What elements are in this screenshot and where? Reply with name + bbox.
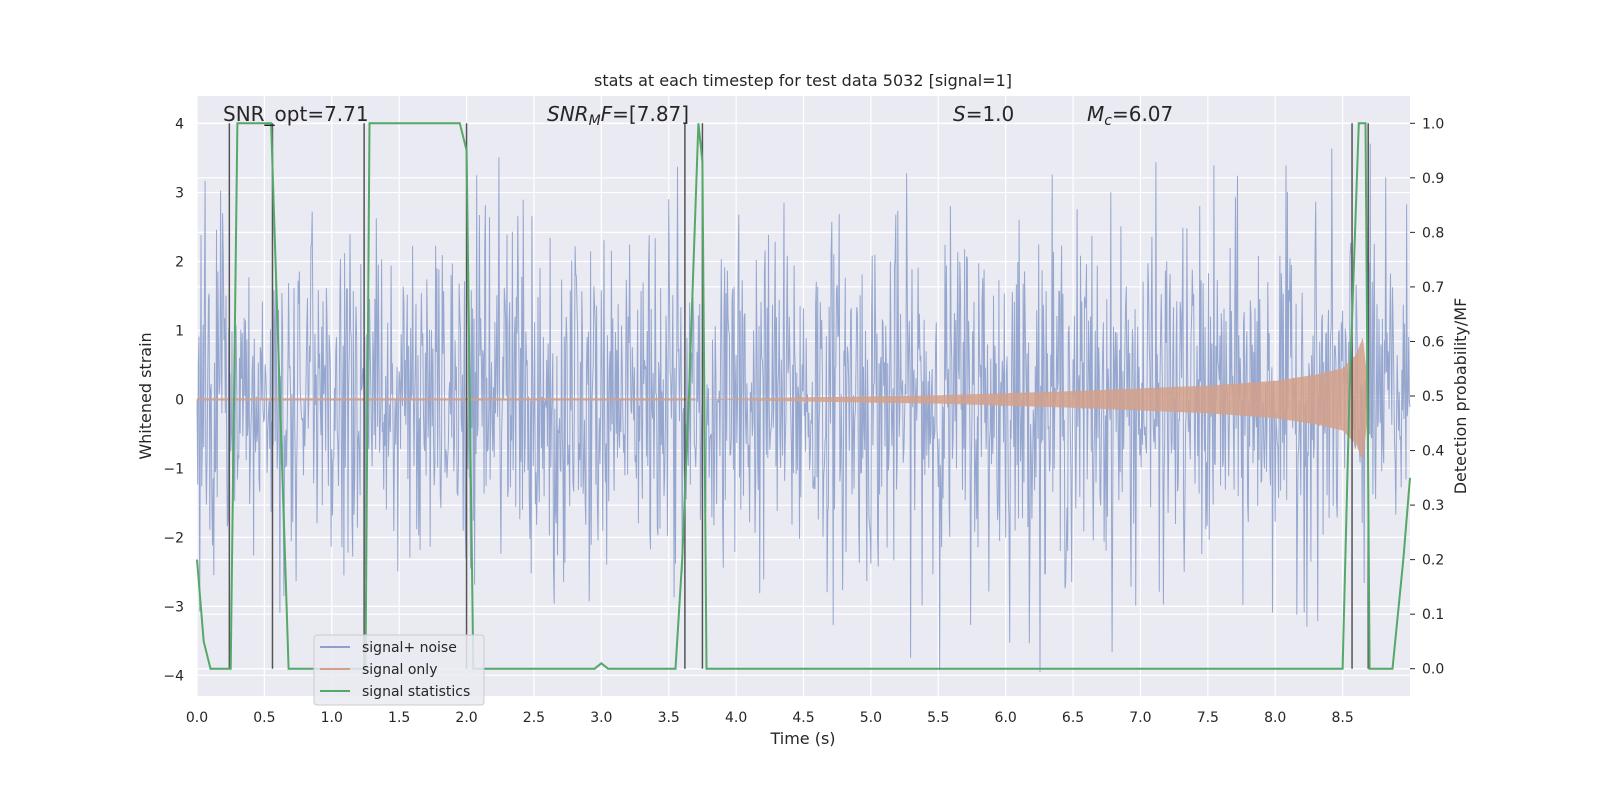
y-axis-label-right: Detection probability/MF — [1451, 298, 1470, 495]
y-tick-label-left: 3 — [175, 186, 184, 202]
mc-value: =6.07 — [1112, 102, 1173, 126]
y-tick-label-right: 0.5 — [1422, 389, 1444, 405]
annotation-s: S=1.0 — [953, 102, 1014, 126]
y-tick-label-left: 1 — [175, 323, 184, 339]
x-tick-label: 2.0 — [455, 710, 477, 726]
y-tick-label-left: −4 — [163, 668, 184, 684]
noise-trace — [196, 143, 1411, 672]
y-tick-label-left: 0 — [175, 392, 184, 408]
y-tick-label-right: 0.1 — [1422, 607, 1444, 623]
y-tick-label-right: 0.2 — [1422, 553, 1444, 569]
stats-line — [196, 122, 1411, 670]
x-tick-label: 0.5 — [253, 710, 275, 726]
x-tick-label: 2.5 — [523, 710, 545, 726]
x-tick-label: 0.0 — [186, 710, 208, 726]
legend-label-signal: signal only — [362, 662, 437, 678]
legend-box — [313, 634, 485, 706]
y-ticks-left: −4 −3 −2 −1 0 1 2 3 4 — [163, 117, 184, 685]
x-tick-label: 8.0 — [1264, 710, 1286, 726]
signal-chirp-band — [695, 337, 1370, 462]
x-tick-label: 6.0 — [995, 710, 1017, 726]
y-tick-label-right: 0.4 — [1422, 444, 1444, 460]
y-axis-label-left: Whitened strain — [136, 332, 155, 459]
x-tick-label: 7.5 — [1197, 710, 1219, 726]
y-tick-label-left: 2 — [175, 255, 184, 271]
x-ticks: 0.0 0.5 1.0 1.5 2.0 2.5 3.0 3.5 4.0 4.5 5.0 5.5 6.0 6… — [186, 710, 1354, 726]
y-ticks-right: 0.0 0.1 0.2 0.3 0.4 0.5 0.6 0.7 0.8 0.9 1.0 — [1410, 116, 1444, 678]
chart-title: stats at each timestep for test data 503… — [594, 71, 1012, 90]
x-tick-label: 5.0 — [860, 710, 882, 726]
mc-label: M — [1087, 102, 1104, 126]
x-tick-label: 1.0 — [321, 710, 343, 726]
snr-mf-sub: M — [589, 113, 601, 129]
y-tick-label-right: 0.7 — [1422, 280, 1444, 296]
y-tick-label-left: −3 — [163, 599, 184, 615]
legend-label-noise: signal+ noise — [362, 640, 457, 656]
x-tick-label: 3.5 — [658, 710, 680, 726]
x-tick-label: 7.0 — [1129, 710, 1151, 726]
annotation-snr-mf: SNRMF=[7.87] — [547, 102, 689, 129]
s-label: S — [953, 102, 966, 126]
y-tick-label-left: −1 — [163, 461, 184, 477]
snr-mf-value: =[7.87] — [612, 102, 689, 126]
y-tick-label-left: 4 — [175, 117, 184, 133]
y-tick-label-right: 0.9 — [1422, 171, 1444, 187]
x-tick-label: 4.5 — [792, 710, 814, 726]
y-tick-label-right: 1.0 — [1422, 116, 1444, 132]
snr-mf-prefix: SNR — [547, 102, 589, 126]
mc-sub: c — [1104, 113, 1112, 129]
x-tick-label: 8.5 — [1331, 710, 1353, 726]
snr-mf-mid: F — [601, 102, 613, 126]
s-value: =1.0 — [966, 102, 1015, 126]
y-tick-label-left: −2 — [163, 530, 184, 546]
annotation-mc: Mc=6.07 — [1087, 102, 1173, 129]
legend-label-stats: signal statistics — [362, 684, 470, 700]
x-tick-label: 1.5 — [388, 710, 410, 726]
annotation-snr-opt: SNR_opt=7.71 — [223, 102, 369, 126]
y-tick-label-right: 0.3 — [1422, 498, 1444, 514]
y-tick-label-right: 0.0 — [1422, 662, 1444, 678]
signal-plus-noise-series — [196, 143, 1411, 672]
x-tick-label: 5.5 — [927, 710, 949, 726]
y-tick-label-right: 0.8 — [1422, 225, 1444, 241]
x-tick-label: 6.5 — [1062, 710, 1084, 726]
y-tick-label-right: 0.6 — [1422, 334, 1444, 350]
x-tick-label: 3.0 — [590, 710, 612, 726]
legend: signal+ noise signal only signal statist… — [313, 634, 485, 706]
x-axis-label: Time (s) — [769, 729, 835, 748]
grid — [196, 96, 1410, 696]
signal-statistics-series — [196, 122, 1411, 670]
x-tick-label: 4.0 — [725, 710, 747, 726]
